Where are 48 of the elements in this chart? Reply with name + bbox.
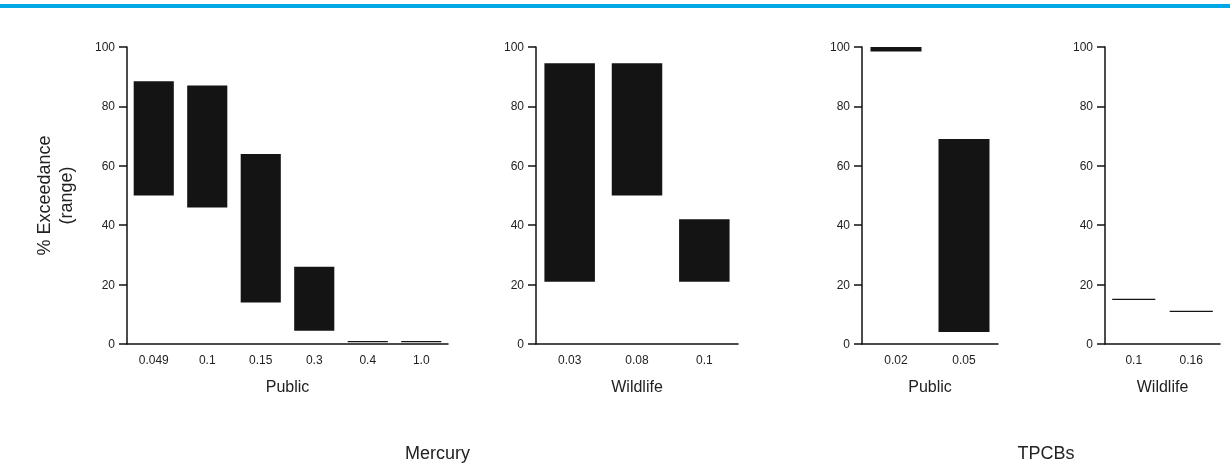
y-tick-label: 0 (108, 337, 116, 351)
y-tick-label: 80 (836, 99, 851, 114)
x-axis-title: Wildlife (1136, 377, 1189, 395)
x-tick-label: 0.049 (138, 353, 170, 367)
x-tick-label: 0.1 (1125, 353, 1143, 367)
x-tick-label: 1.0 (412, 353, 430, 367)
y-tick-label: 0 (843, 337, 851, 351)
text: TPCBs (1016, 443, 1076, 464)
y-tick-label: 80 (1079, 99, 1094, 114)
y-tick-label: 20 (101, 277, 116, 292)
bar (240, 153, 281, 303)
x-axis-title: Public (265, 377, 310, 395)
y-tick-label: 40 (510, 218, 525, 233)
x-tick-label: 0.03 (557, 353, 582, 367)
x-axis-title: Wildlife (611, 377, 663, 395)
y-tick-label: 100 (1072, 40, 1094, 54)
y-tick-label: 100 (829, 40, 851, 54)
x-tick-label: 0.08 (625, 353, 649, 367)
x-tick-label: 0.3 (305, 353, 323, 367)
bar (133, 81, 174, 196)
x-tick-label: 0.1 (695, 353, 713, 367)
x-tick-label: 0.02 (884, 353, 908, 367)
x-tick-label: 0.1 (198, 353, 216, 367)
x-axis-title: Public (908, 377, 952, 395)
y-tick-label: 20 (836, 277, 851, 292)
y-tick-label: 60 (101, 158, 116, 173)
y-tick-label: 80 (101, 99, 116, 114)
bar (294, 266, 335, 331)
y-tick-label: 40 (1079, 218, 1094, 233)
y-axis-title: % Exceedance (range) (34, 135, 76, 256)
x-tick-label: 0.16 (1179, 353, 1204, 367)
y-tick-label: 80 (510, 99, 525, 114)
y-tick-label: 100 (94, 40, 116, 54)
y-tick-label: 0 (1086, 337, 1094, 351)
y-tick-label: 20 (510, 277, 525, 292)
y-tick-label: 40 (101, 218, 116, 233)
x-tick-label: 0.15 (249, 353, 273, 367)
y-tick-label: 100 (503, 40, 525, 54)
y-tick-label: 0 (517, 337, 525, 351)
y-tick-label: 40 (836, 218, 851, 233)
y-tick-label: 60 (510, 158, 525, 173)
x-tick-label: 0.05 (952, 353, 976, 367)
y-tick-label: 20 (1079, 277, 1094, 292)
text: Mercury (404, 443, 471, 464)
x-tick-label: 0.4 (359, 353, 377, 367)
y-tick-label: 60 (836, 158, 851, 173)
y-tick-label: 60 (1079, 158, 1094, 173)
bar (187, 85, 228, 208)
